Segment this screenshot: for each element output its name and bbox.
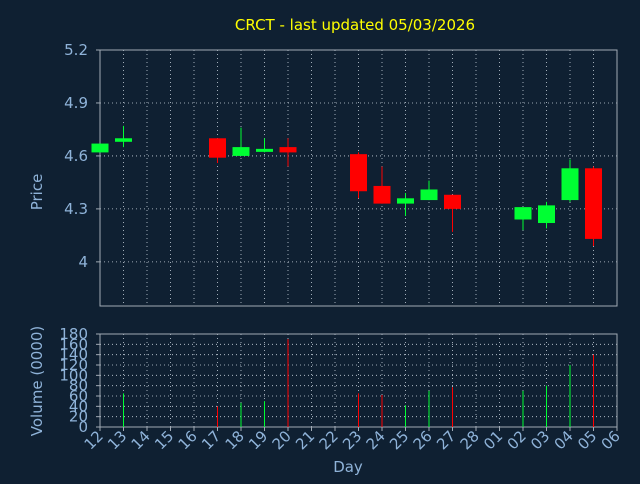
candle-body: [444, 194, 461, 209]
volume-axis-label: Volume (0000): [28, 326, 46, 436]
y-tick-label: 0: [78, 418, 88, 436]
candle-body: [585, 168, 602, 239]
candle-body: [232, 147, 250, 156]
candle-body: [538, 205, 555, 224]
candle-body: [209, 138, 226, 158]
chart-title: CRCT - last updated 05/03/2026: [235, 16, 475, 34]
x-axis-label: Day: [333, 458, 363, 476]
candle-body: [256, 148, 273, 152]
y-tick-label: 80: [69, 377, 88, 395]
y-tick-label: 100: [59, 366, 88, 384]
price-axis-label: Price: [28, 174, 46, 211]
y-tick-label: 5.2: [64, 41, 88, 59]
plot-frame: [99, 49, 618, 307]
y-tick-label: 4.3: [64, 200, 88, 218]
y-tick-label: 4.6: [64, 147, 88, 165]
y-tick-label: 4: [78, 253, 88, 271]
candle-body: [397, 198, 414, 204]
candle-body: [373, 185, 391, 204]
y-tick-label: 4.9: [64, 94, 88, 112]
candle-body: [420, 189, 438, 201]
y-tick-label: 120: [59, 356, 88, 374]
y-tick-label: 60: [69, 387, 88, 405]
y-tick-label: 180: [59, 325, 88, 343]
y-tick-label: 160: [59, 335, 88, 353]
candle-body: [514, 207, 532, 220]
candle-body: [561, 168, 579, 201]
y-tick-label: 20: [69, 408, 88, 426]
candle-body: [91, 143, 109, 153]
candle-body: [115, 138, 132, 142]
y-tick-label: 140: [59, 346, 88, 364]
candle-body: [350, 154, 367, 192]
price-panel: 4 4.3 4.6 4.9 5.2: [64, 41, 618, 307]
candle-body: [279, 147, 297, 153]
y-tick-label: 40: [69, 397, 88, 415]
